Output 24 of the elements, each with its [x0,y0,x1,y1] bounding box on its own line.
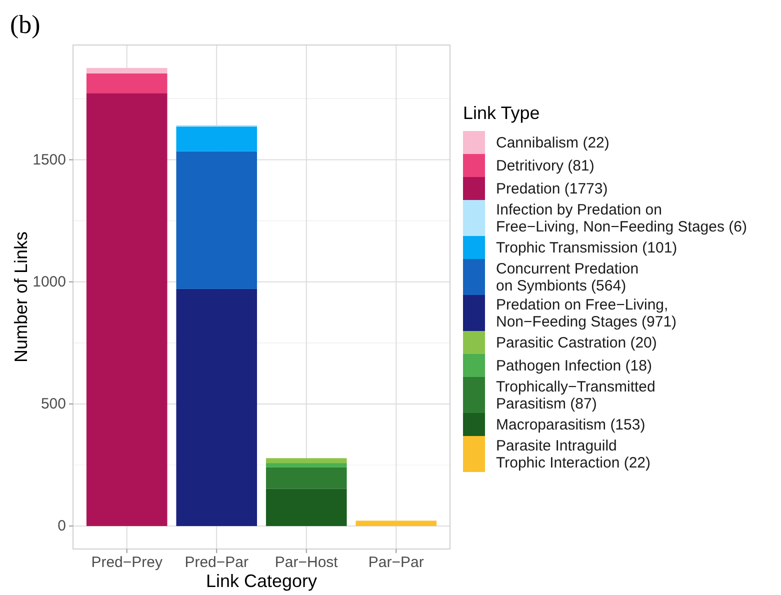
y-tick-label: 0 [58,518,66,535]
legend-label: Trophically−Transmitted Parasitism (87) [496,378,656,412]
y-tick-label: 1000 [32,273,66,290]
x-tick-label: Pred−Par [184,554,249,571]
legend-label: Macroparasitism (153) [496,416,646,433]
x-tick-label: Par−Par [368,554,424,571]
legend-label: Parasitic Castration (20) [496,334,657,351]
legend-label: Parasite Intraguild Trophic Interaction (22) [496,437,651,471]
legend-label: Trophic Transmission (101) [496,239,678,256]
y-tick-label: 500 [40,395,66,412]
legend-label: Predation (1773) [496,180,608,197]
x-tick-label: Par−Host [274,554,339,571]
legend-label: Infection by Predation on Free−Living, Non−Feeding Stages (6) [496,201,747,235]
x-tick-label: Pred−Prey [91,554,163,571]
y-tick-label: 1500 [32,151,66,168]
legend-label: Cannibalism (22) [496,134,610,151]
legend-title: Link Type [463,103,540,123]
x-axis-title: Link Category [206,571,318,591]
legend-label: Detritivory (81) [496,157,594,174]
y-axis-title: Number of Links [11,231,31,363]
legend-label: Predation on Free−Living, Non−Feeding Stages (971) [496,296,677,330]
legend-label: Pathogen Infection (18) [496,357,652,374]
legend-label: Concurrent Predation on Symbionts (564) [496,260,639,294]
chart-title: (b) [10,10,40,39]
